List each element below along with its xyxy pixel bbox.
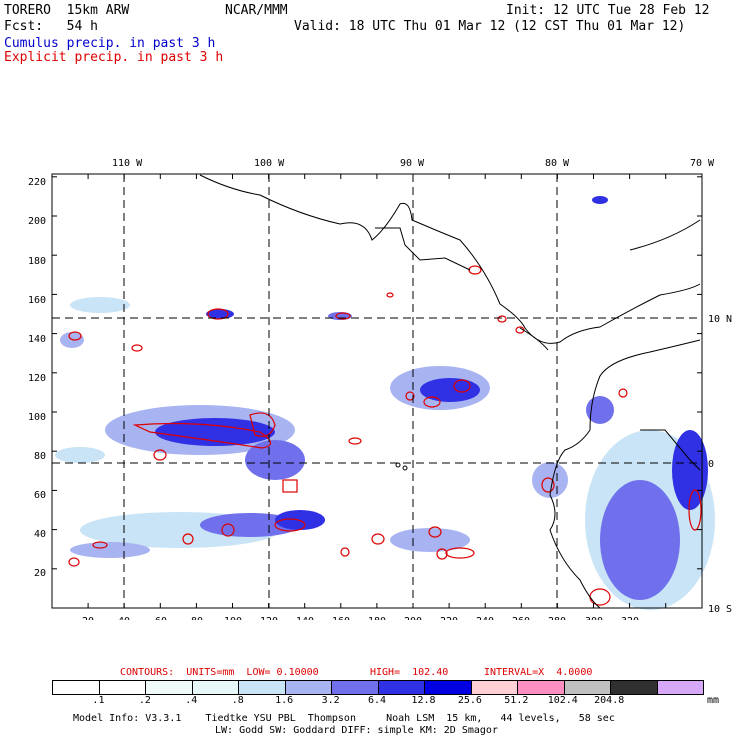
org-label: NCAR/MMM [225,3,288,18]
model-info: Model Info: V3.3.1 Tiedtke YSU PBL Thomp… [73,713,615,724]
cumulus-field-label: Cumulus precip. in past 3 h [4,36,216,51]
y-tick-60: 60 [34,490,46,501]
colorbar-swatch [657,681,703,694]
x-tick-140: 140 [296,616,314,620]
colorbar-swatch [99,681,146,694]
colorbar-swatch [564,681,611,694]
x-tick-40: 40 [118,616,130,620]
x-tick-120: 120 [260,616,278,620]
x-tick-260: 260 [512,616,530,620]
axis-ticks [51,174,702,609]
init-time: Init: 12 UTC Tue 28 Feb 12 [506,3,710,18]
colorbar-label: 1.6 [275,695,294,706]
cumulus-precip-shading [55,196,715,610]
lon-label-70w: 70 W [690,158,715,169]
x-tick-280: 280 [548,616,566,620]
colorbar-swatch [518,681,565,694]
lon-label-80w: 80 W [545,158,570,169]
y-tick-140: 140 [28,334,46,345]
colorbar-swatch [146,681,193,694]
colorbar-swatch [471,681,518,694]
contour-units: CONTOURS: UNITS=mm LOW= 0.10000 [120,667,319,678]
y-tick-80: 80 [34,451,46,462]
precip-map: 110 W 100 W 90 W 80 W 70 W 10 N 0 10 S [28,158,732,620]
forecast-hour: Fcst: 54 h [4,19,98,34]
colorbar-swatch [53,681,100,694]
y-tick-220: 220 [28,177,46,188]
y-axis-labels: 220 200 180 160 140 120 100 80 60 40 20 [28,177,46,579]
colorbar-swatch [332,681,379,694]
y-tick-100: 100 [28,412,46,423]
colorbar-label: 12.8 [411,695,436,706]
colorbar-label: 6.4 [368,695,387,706]
colorbar-label: .8 [231,695,244,706]
y-tick-180: 180 [28,256,46,267]
lon-label-110w: 110 W [112,158,143,169]
colorbar-unit: mm [707,695,720,706]
y-tick-20: 20 [34,568,46,579]
precip-colorbar [52,680,704,695]
colorbar-swatch [285,681,332,694]
colorbar-label: .2 [138,695,151,706]
lat-label-0: 0 [708,459,714,470]
colorbar-swatch [192,681,239,694]
y-tick-160: 160 [28,295,46,306]
colorbar-swatch [239,681,286,694]
x-tick-200: 200 [404,616,422,620]
x-tick-320: 320 [621,616,639,620]
colorbar-swatch [425,681,472,694]
colorbar-swatch [611,681,658,694]
x-tick-220: 220 [440,616,458,620]
colorbar-label: 102.4 [547,695,578,706]
model-title: TORERO 15km ARW [4,3,130,18]
contour-interval: INTERVAL=X 4.0000 [484,667,593,678]
x-tick-160: 160 [332,616,350,620]
physics-info: LW: Godd SW: Goddard DIFF: simple KM: 2D… [215,725,498,736]
lon-label-90w: 90 W [400,158,425,169]
colorbar-label: 204.8 [594,695,625,706]
colorbar-label: 3.2 [321,695,340,706]
colorbar-label: .1 [92,695,105,706]
x-axis-labels: 20 40 60 80 100 120 140 160 180 200 220 … [82,616,639,620]
y-tick-200: 200 [28,216,46,227]
x-tick-100: 100 [224,616,242,620]
contour-high: HIGH= 102.40 [370,667,449,678]
explicit-field-label: Explicit precip. in past 3 h [4,50,224,65]
colorbar-label: .4 [185,695,198,706]
valid-time: Valid: 18 UTC Thu 01 Mar 12 (12 CST Thu … [294,19,686,34]
x-tick-300: 300 [585,616,603,620]
x-tick-180: 180 [368,616,386,620]
colorbar-label: 25.6 [457,695,482,706]
x-tick-20: 20 [82,616,94,620]
x-tick-240: 240 [476,616,494,620]
colorbar-label: 51.2 [504,695,529,706]
explicit-precip-contours [68,265,702,606]
lon-label-100w: 100 W [254,158,285,169]
x-tick-80: 80 [191,616,203,620]
lat-label-10n: 10 N [708,314,732,325]
lat-lon-grid [52,174,702,608]
x-tick-60: 60 [155,616,167,620]
y-tick-40: 40 [34,529,46,540]
y-tick-120: 120 [28,373,46,384]
lat-label-10s: 10 S [708,604,732,615]
colorbar-swatch [378,681,425,694]
